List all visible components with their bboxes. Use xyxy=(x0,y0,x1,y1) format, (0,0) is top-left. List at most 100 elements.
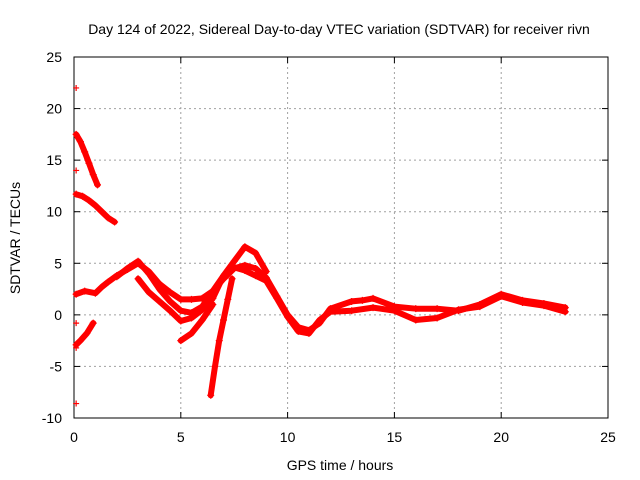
data-point xyxy=(433,305,441,313)
data-point xyxy=(241,243,249,251)
data-point xyxy=(73,167,80,174)
data-point xyxy=(207,391,215,399)
y-tick-label: -10 xyxy=(42,410,62,426)
series-trace-g xyxy=(177,301,217,345)
plot-frame xyxy=(73,56,609,419)
data-point xyxy=(89,171,97,179)
data-point xyxy=(540,302,548,310)
data-point xyxy=(412,305,420,313)
data-point xyxy=(98,208,106,216)
data-point xyxy=(81,287,89,295)
data-point xyxy=(145,288,153,296)
data-point xyxy=(412,316,420,324)
series-band xyxy=(113,258,569,337)
data-point xyxy=(187,295,195,303)
y-tick-label: 5 xyxy=(54,255,62,271)
series-outliers xyxy=(73,84,80,407)
data-point xyxy=(72,130,80,138)
axis-ticks: 0 5 10 15 20 25 -10 -5 0 5 10 15 20 25 xyxy=(42,49,616,445)
data-point xyxy=(76,138,84,146)
data-point xyxy=(177,307,185,315)
data-point xyxy=(187,329,195,337)
series-trace-i xyxy=(72,319,97,349)
data-point xyxy=(209,294,217,302)
data-point xyxy=(252,249,260,257)
data-point xyxy=(166,288,174,296)
series-band xyxy=(73,131,101,188)
data-point xyxy=(230,257,238,265)
data-point xyxy=(198,306,206,314)
data-point xyxy=(224,295,232,303)
data-point xyxy=(166,307,174,315)
data-point xyxy=(262,277,270,285)
data-point xyxy=(83,329,91,337)
data-point xyxy=(211,362,219,370)
data-point xyxy=(155,285,163,293)
data-point xyxy=(177,337,185,345)
data-point xyxy=(284,313,292,321)
data-point xyxy=(123,264,131,272)
data-point xyxy=(104,278,112,286)
data-point xyxy=(220,272,228,280)
data-point xyxy=(72,190,80,198)
data-point xyxy=(85,196,93,204)
data-point xyxy=(433,314,441,322)
grid-lines xyxy=(74,57,608,418)
series-trace-a xyxy=(72,130,101,189)
data-point xyxy=(73,320,80,327)
series-trace-e xyxy=(113,257,569,337)
x-tick-label: 0 xyxy=(70,429,78,445)
data-point xyxy=(497,292,505,300)
data-point xyxy=(72,290,80,298)
data-point xyxy=(73,400,80,407)
y-axis-label: SDTVAR / TECUs xyxy=(7,182,23,294)
data-point xyxy=(166,297,174,305)
data-point xyxy=(215,337,223,345)
data-point xyxy=(134,257,142,265)
data-point xyxy=(81,148,89,156)
data-point xyxy=(476,303,484,311)
data-point xyxy=(305,329,313,337)
y-tick-label: 15 xyxy=(46,152,62,168)
data-point xyxy=(98,283,106,291)
data-point xyxy=(113,273,121,281)
data-point xyxy=(93,181,101,189)
data-point xyxy=(177,295,185,303)
x-tick-label: 20 xyxy=(493,429,509,445)
data-point xyxy=(76,337,84,345)
data-point xyxy=(326,308,334,316)
y-tick-label: 25 xyxy=(46,49,62,65)
x-tick-label: 25 xyxy=(600,429,616,445)
series-band xyxy=(177,301,216,344)
series-band xyxy=(207,275,236,399)
chart-title: Day 124 of 2022, Sidereal Day-to-day VTE… xyxy=(88,21,590,37)
data-point xyxy=(519,298,527,306)
data-point xyxy=(454,306,462,314)
data-point xyxy=(89,319,97,327)
y-tick-label: 0 xyxy=(54,307,62,323)
y-tick-label: -5 xyxy=(50,358,63,374)
data-point xyxy=(134,275,142,283)
series-band xyxy=(73,320,97,348)
data-point xyxy=(369,294,377,302)
x-tick-label: 15 xyxy=(387,429,403,445)
series-trace-b xyxy=(72,190,119,226)
data-point xyxy=(316,316,324,324)
series-trace-f xyxy=(134,243,270,325)
y-tick-label: 20 xyxy=(46,101,62,117)
data-point xyxy=(369,304,377,312)
x-tick-label: 5 xyxy=(177,429,185,445)
data-point xyxy=(198,316,206,324)
data-point xyxy=(220,316,228,324)
series-trace-h xyxy=(207,275,236,399)
data-point xyxy=(390,307,398,315)
data-point xyxy=(145,270,153,278)
data-point xyxy=(241,267,249,275)
x-tick-label: 10 xyxy=(280,429,296,445)
x-axis-label: GPS time / hours xyxy=(287,457,394,473)
data-point xyxy=(91,202,99,210)
data-point xyxy=(104,214,112,222)
data-point xyxy=(155,297,163,305)
y-tick-label: 10 xyxy=(46,204,62,220)
